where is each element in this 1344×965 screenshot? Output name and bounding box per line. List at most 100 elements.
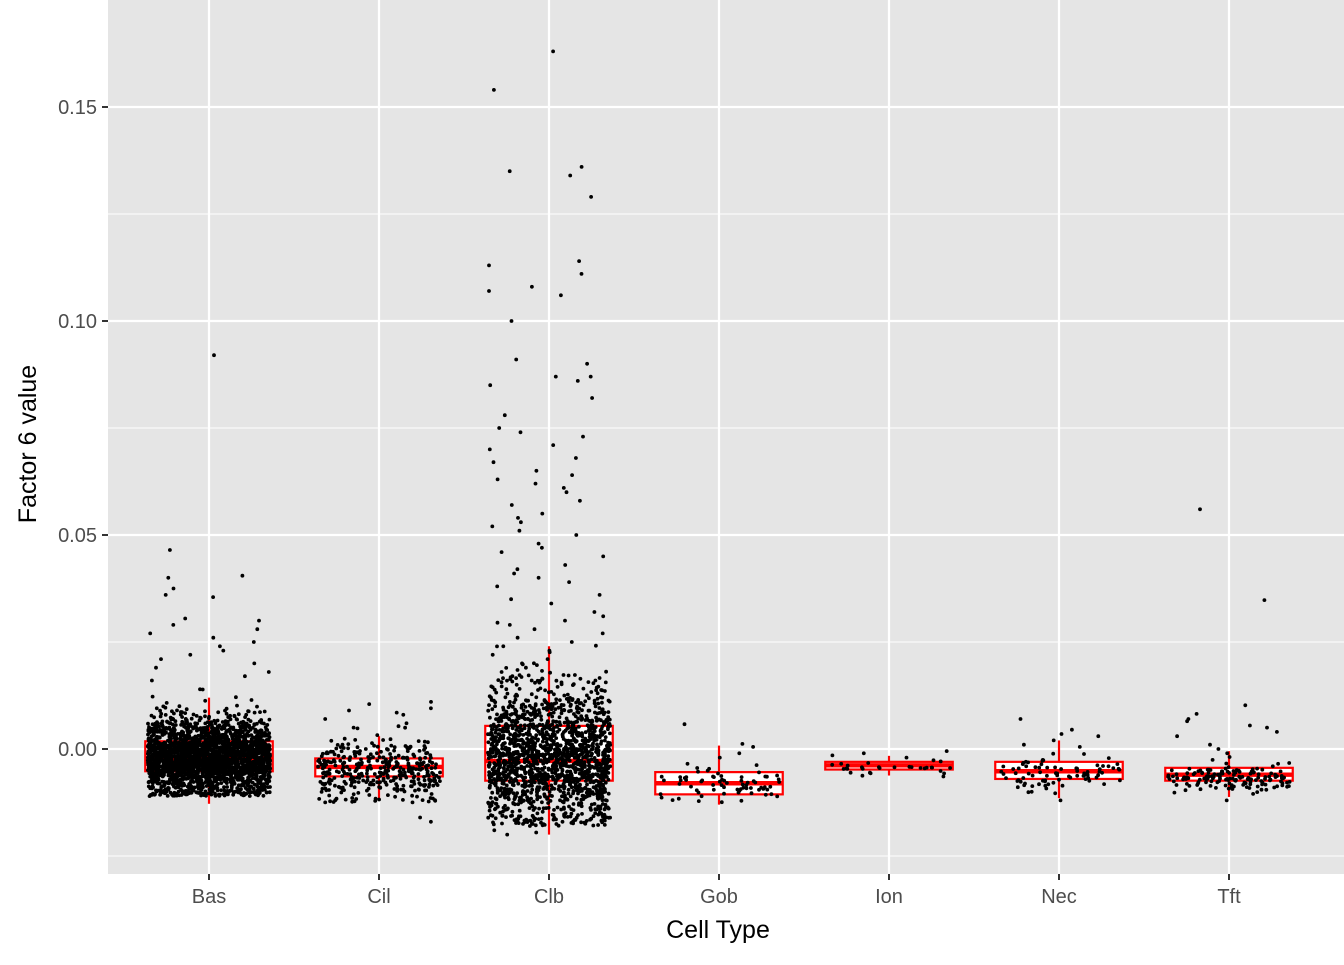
data-point <box>599 812 603 816</box>
data-point <box>236 764 240 768</box>
data-point <box>513 818 517 822</box>
data-point-outlier <box>576 379 580 383</box>
data-point <box>218 769 222 773</box>
data-point <box>238 746 242 750</box>
data-point <box>427 778 431 782</box>
data-point <box>180 722 184 726</box>
data-point-outlier <box>598 593 602 597</box>
data-point <box>561 820 565 824</box>
data-point <box>492 823 496 827</box>
data-point <box>572 780 576 784</box>
data-point <box>565 717 569 721</box>
data-point <box>262 722 266 726</box>
data-point <box>529 797 533 801</box>
data-point <box>533 817 537 821</box>
data-point <box>516 743 520 747</box>
data-point <box>204 780 208 784</box>
data-point <box>382 777 386 781</box>
data-point <box>223 756 227 760</box>
data-point <box>529 801 533 805</box>
data-point <box>417 781 421 785</box>
data-point <box>586 788 590 792</box>
data-point <box>199 788 203 792</box>
data-point <box>381 738 385 742</box>
data-point <box>501 761 505 765</box>
data-point <box>768 785 772 789</box>
data-point-outlier <box>530 285 534 289</box>
data-point <box>504 666 508 670</box>
data-point <box>597 751 601 755</box>
data-point <box>740 775 744 779</box>
data-point <box>1102 782 1106 786</box>
data-point <box>572 746 576 750</box>
data-point <box>218 724 222 728</box>
data-point <box>507 797 511 801</box>
data-point-outlier <box>267 670 271 674</box>
data-point-outlier <box>741 742 745 746</box>
data-point <box>546 752 550 756</box>
data-point <box>570 734 574 738</box>
data-point-outlier <box>211 595 215 599</box>
data-point <box>556 806 560 810</box>
data-point <box>395 789 399 793</box>
data-point-outlier <box>496 478 500 482</box>
data-point <box>600 688 604 692</box>
data-point <box>765 775 769 779</box>
plot-panel <box>108 0 1344 874</box>
data-point <box>411 766 415 770</box>
data-point <box>583 742 587 746</box>
data-point <box>397 754 401 758</box>
data-point <box>353 754 357 758</box>
data-point <box>195 745 199 749</box>
data-point <box>535 749 539 753</box>
data-point <box>591 824 595 828</box>
data-point <box>195 791 199 795</box>
data-point <box>543 771 547 775</box>
data-point <box>495 645 499 649</box>
data-point <box>150 714 154 718</box>
data-point <box>491 768 495 772</box>
data-point <box>493 731 497 735</box>
data-point <box>589 754 593 758</box>
data-point <box>564 729 568 733</box>
data-point <box>504 712 508 716</box>
data-point <box>209 789 213 793</box>
data-point <box>175 709 179 713</box>
data-point <box>207 736 211 740</box>
data-point <box>413 774 417 778</box>
data-point <box>540 800 544 804</box>
data-point <box>258 756 262 760</box>
data-point <box>159 712 163 716</box>
data-point <box>219 750 223 754</box>
data-point <box>516 720 520 724</box>
data-point <box>588 818 592 822</box>
data-point <box>152 775 156 779</box>
data-point <box>358 749 362 753</box>
data-point <box>384 769 388 773</box>
data-point <box>161 733 165 737</box>
data-point <box>164 713 168 717</box>
data-point <box>540 817 544 821</box>
data-point <box>264 742 268 746</box>
data-point <box>604 681 608 685</box>
data-point <box>577 803 581 807</box>
data-point <box>545 740 549 744</box>
data-point <box>184 719 188 723</box>
data-point <box>364 780 368 784</box>
data-point <box>234 776 238 780</box>
data-point <box>494 754 498 758</box>
data-point <box>225 745 229 749</box>
data-point <box>353 738 357 742</box>
data-point <box>552 692 556 696</box>
data-point <box>344 782 348 786</box>
data-point <box>248 784 252 788</box>
data-point <box>495 739 499 743</box>
data-point <box>573 767 577 771</box>
data-point <box>237 741 241 745</box>
data-point <box>608 718 612 722</box>
data-point <box>553 707 557 711</box>
data-point-outlier <box>718 756 722 760</box>
data-point <box>493 704 497 708</box>
data-point <box>196 766 200 770</box>
